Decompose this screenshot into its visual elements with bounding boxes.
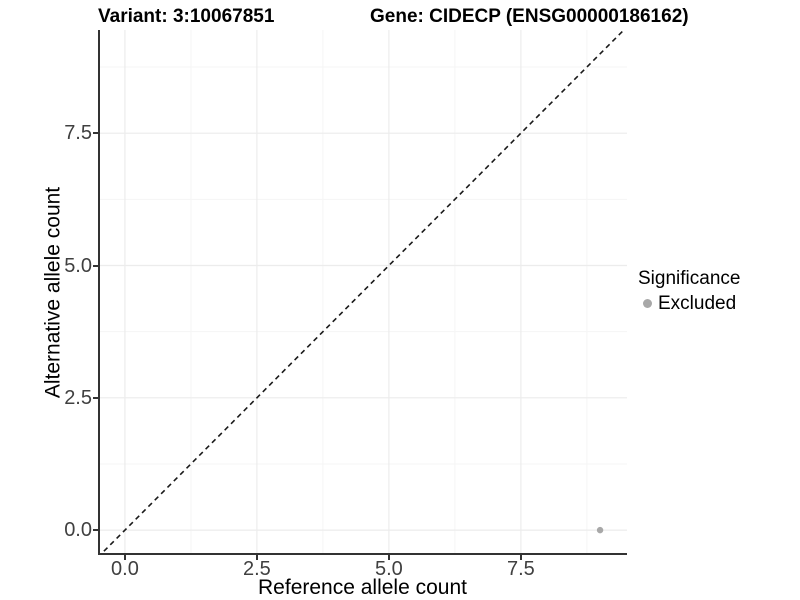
legend-item-label: Excluded (658, 293, 737, 314)
x-axis-tick-mark (519, 555, 522, 560)
variant-title: Variant: 3:10067851 (98, 6, 275, 27)
excluded-point-swatch-icon (643, 299, 652, 308)
plot-area-svg (98, 30, 627, 555)
x-axis-tick-label: 5.0 (374, 558, 403, 580)
y-axis-tick-label: 2.5 (64, 386, 92, 409)
x-axis-tick-label: 2.5 (243, 558, 271, 580)
x-axis-tick-mark (123, 555, 126, 560)
y-axis-tick-label: 7.5 (64, 122, 92, 145)
x-axis-title: Reference allele count (258, 576, 467, 599)
y-axis-tick-mark (93, 132, 98, 135)
gene-title: Gene: CIDECP (ENSG00000186162) (370, 6, 689, 27)
y-axis-tick-mark (93, 264, 98, 267)
legend: Significance Excluded (638, 268, 740, 314)
x-axis-tick-label: 0.0 (111, 558, 139, 580)
y-axis-tick-mark (93, 396, 98, 399)
y-axis-tick-label: 0.0 (64, 519, 92, 542)
plot-panel (98, 30, 627, 555)
legend-title: Significance (638, 268, 741, 289)
legend-item-excluded: Excluded (638, 293, 740, 314)
y-axis-tick-mark (93, 529, 98, 532)
x-axis-tick-mark (387, 555, 390, 560)
x-axis-tick-label: 7.5 (506, 558, 535, 580)
y-axis-tick-label: 5.0 (64, 254, 92, 277)
x-axis-tick-mark (255, 555, 258, 560)
